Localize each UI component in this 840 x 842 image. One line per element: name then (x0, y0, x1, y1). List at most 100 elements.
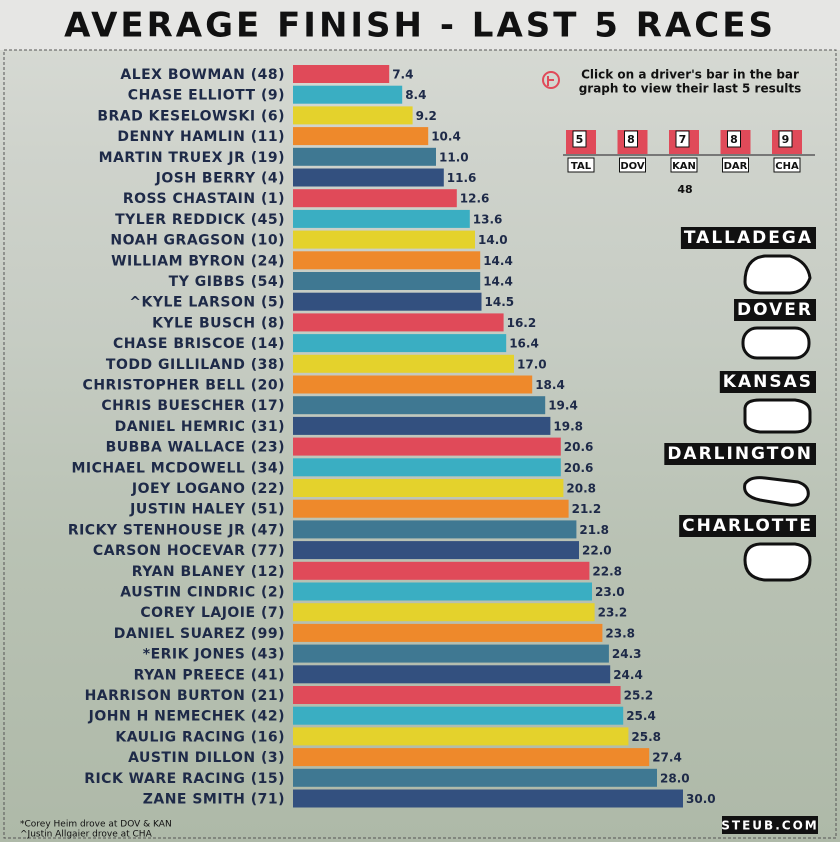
bar[interactable] (293, 354, 514, 373)
driver-label: CHASE BRISCOE (14) (113, 336, 285, 352)
bar[interactable] (293, 127, 429, 146)
bar[interactable] (293, 106, 413, 125)
driver-label: MARTIN TRUEX JR (19) (99, 150, 285, 166)
bar[interactable] (293, 313, 504, 332)
bar[interactable] (293, 561, 590, 580)
bar[interactable] (293, 416, 551, 435)
bar[interactable] (293, 582, 592, 601)
bar[interactable] (293, 272, 481, 290)
bar[interactable] (293, 85, 403, 104)
value-label: 21.2 (572, 502, 602, 516)
driver-label: KAULIG RACING (16) (115, 729, 285, 745)
bar[interactable] (293, 706, 624, 725)
race-code: TAL (571, 161, 592, 172)
value-label: 13.6 (473, 212, 503, 226)
instruction: graph to view their last 5 results (579, 82, 802, 96)
driver-label: TYLER REDDICK (45) (115, 212, 285, 228)
credit-box (722, 816, 818, 834)
bar[interactable] (293, 396, 546, 415)
value-label: 20.6 (564, 440, 594, 454)
track-name: CHARLOTTE (682, 516, 813, 536)
bar[interactable] (293, 789, 683, 808)
bar[interactable] (293, 292, 482, 311)
driver-label: WILLIAM BYRON (24) (111, 253, 285, 269)
driver-label: DENNY HAMLIN (11) (117, 129, 285, 145)
value-label: 25.4 (626, 709, 656, 723)
driver-label: BRAD KESELOWSKI (6) (97, 108, 285, 124)
track-name: DOVER (737, 300, 813, 320)
track-name-bg (719, 371, 816, 393)
bar[interactable] (293, 437, 561, 456)
driver-label: AUSTIN CINDRIC (2) (120, 585, 285, 601)
bar[interactable] (293, 727, 629, 746)
race-code-box (619, 157, 646, 173)
bar[interactable] (293, 375, 533, 394)
bar[interactable] (293, 541, 579, 560)
driver-label: DANIEL SUAREZ (99) (114, 626, 285, 642)
bar[interactable] (293, 644, 609, 663)
bar[interactable] (293, 623, 603, 642)
driver-label: CHRISTOPHER BELL (20) (83, 378, 285, 394)
value-label: 23.8 (605, 626, 635, 640)
value-label: 14.4 (483, 275, 513, 289)
driver-label: ^KYLE LARSON (5) (129, 295, 285, 311)
driver-label: JOSH BERRY (4) (155, 171, 285, 187)
driver-label: *ERIK JONES (43) (143, 647, 285, 663)
bar[interactable] (293, 189, 457, 208)
frame (3, 49, 837, 839)
value-label: 16.4 (509, 337, 539, 351)
value-label: 25.8 (631, 730, 661, 744)
race-code-box (670, 157, 698, 173)
value-label: 14.0 (478, 233, 508, 247)
bar[interactable] (293, 665, 611, 684)
bar[interactable] (293, 603, 595, 622)
race-result-chip (727, 130, 741, 148)
bar[interactable] (293, 209, 470, 228)
hand-icon (542, 71, 560, 89)
driver-label: CHASE ELLIOTT (9) (128, 88, 285, 104)
value-label: 19.4 (548, 399, 578, 413)
car-number: 48 (677, 183, 692, 196)
bar[interactable] (293, 230, 475, 249)
driver-label: RICKY STENHOUSE JR (47) (68, 522, 285, 538)
race-result-chip (572, 130, 587, 148)
track-shapes (741, 254, 812, 582)
value-label: 23.2 (598, 606, 628, 620)
race-code: DAR (724, 161, 748, 172)
bar[interactable] (293, 147, 436, 166)
footnote: *Corey Heim drove at DOV & KAN (20, 820, 172, 830)
driver-label: TODD GILLILAND (38) (106, 357, 285, 373)
value-label: 14.5 (485, 295, 515, 309)
track-name: TALLADEGA (684, 228, 813, 248)
bar[interactable] (293, 479, 564, 497)
bar[interactable] (293, 334, 507, 353)
track-name-bg (664, 443, 816, 465)
race-code: DOV (620, 161, 645, 172)
bar[interactable] (293, 168, 444, 187)
value-label: 7.4 (392, 68, 413, 82)
driver-label: KYLE BUSCH (8) (152, 315, 285, 331)
bar[interactable] (293, 748, 650, 767)
value-label: 14.4 (483, 254, 513, 268)
race-result: 7 (679, 133, 687, 146)
race-result: 8 (627, 133, 635, 146)
value-label: 30.0 (686, 792, 716, 806)
value-label: 23.0 (595, 585, 625, 599)
bar[interactable] (293, 251, 481, 270)
driver-label: NOAH GRAGSON (10) (110, 233, 285, 249)
race-result-chip (778, 130, 793, 148)
value-label: 25.2 (624, 689, 654, 703)
bar[interactable] (293, 458, 561, 477)
value-label: 21.8 (579, 523, 609, 537)
bar[interactable] (293, 65, 390, 83)
driver-label: RYAN PREECE (41) (134, 667, 285, 683)
race-code-box (773, 157, 801, 173)
bar[interactable] (293, 686, 621, 704)
driver-label: RYAN BLANEY (12) (132, 564, 285, 580)
race-result-chip (624, 130, 638, 148)
bar[interactable] (293, 499, 569, 518)
bar[interactable] (293, 520, 577, 539)
bar[interactable] (293, 768, 657, 787)
